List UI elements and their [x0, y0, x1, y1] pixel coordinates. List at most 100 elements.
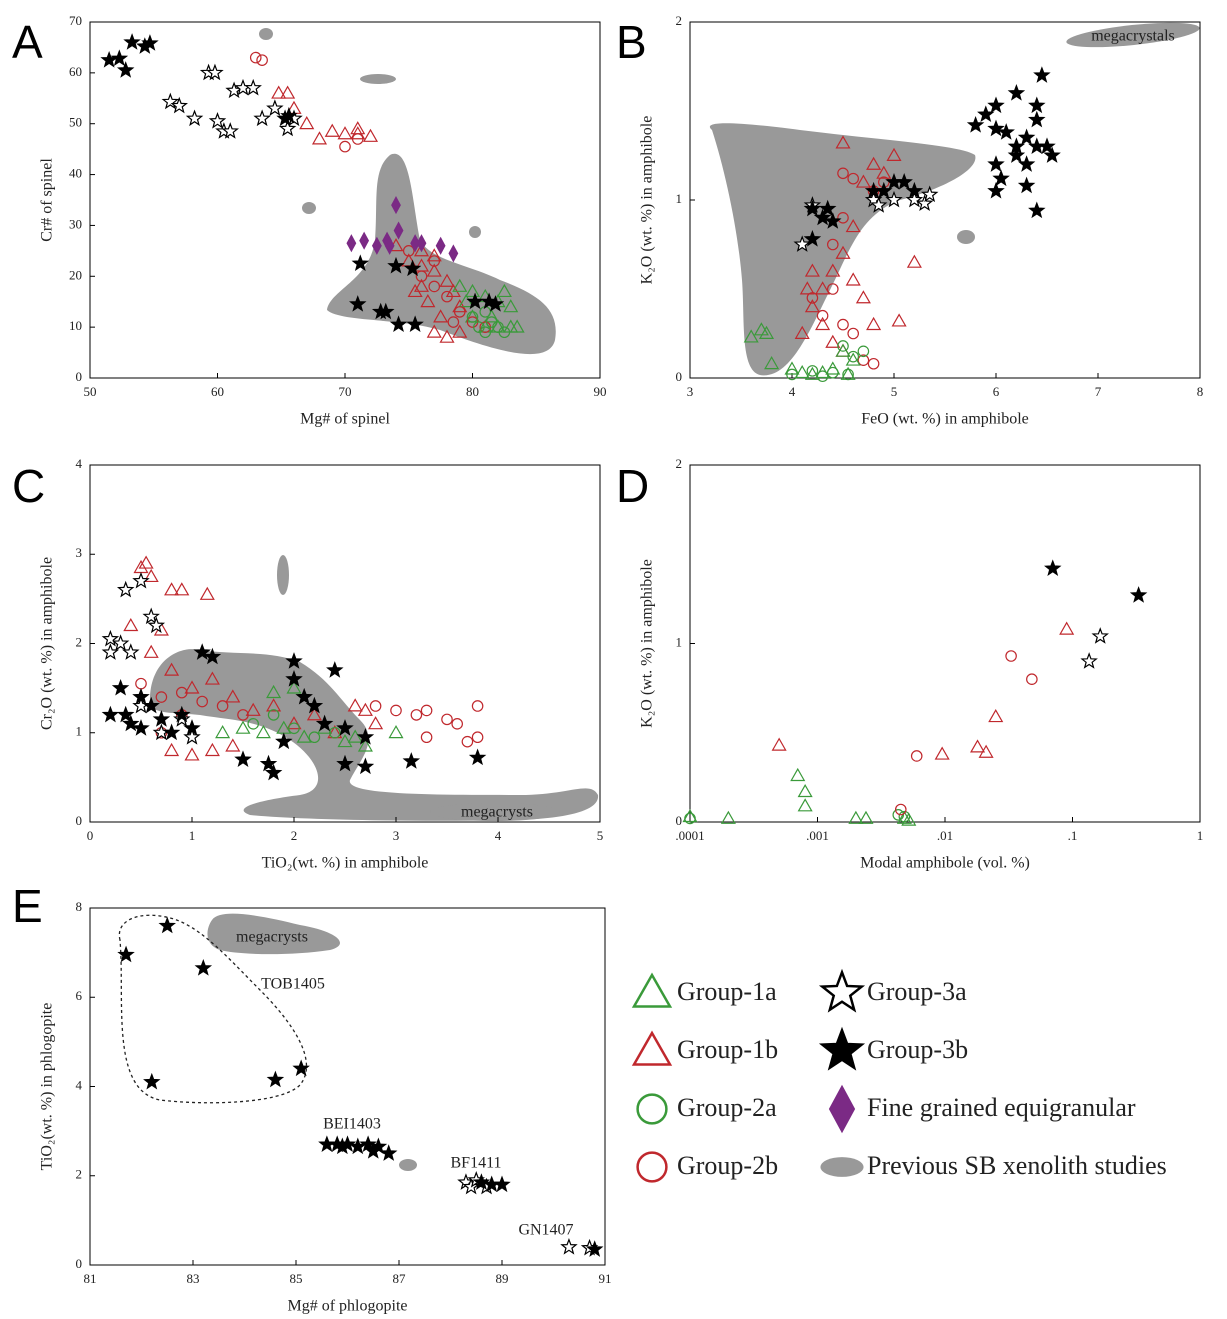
y-tick-label: 2: [76, 634, 83, 649]
point: [406, 315, 424, 333]
point: [1007, 146, 1026, 163]
point: [116, 580, 135, 598]
point: [987, 155, 1005, 172]
point: [184, 680, 200, 694]
point: [237, 709, 249, 721]
point: [377, 302, 395, 320]
point: [462, 1177, 480, 1195]
x-tick-label: 83: [187, 1271, 200, 1286]
point: [987, 119, 1005, 137]
point: [110, 49, 129, 67]
point: [1044, 559, 1062, 576]
point: [472, 1173, 491, 1190]
previous-studies-region: [469, 226, 481, 238]
point: [1043, 146, 1061, 163]
y-axis-label: TiO₂(wt. %) in phlogopite: [39, 1003, 56, 1171]
y-tick-label: 2: [676, 456, 683, 471]
point: [132, 719, 150, 736]
previous-studies-region: [259, 28, 273, 40]
point: [245, 702, 261, 716]
point: [804, 366, 820, 380]
point: [170, 96, 188, 114]
point: [155, 691, 168, 703]
point: [249, 51, 262, 64]
point: [123, 33, 141, 50]
point: [369, 700, 382, 712]
point: [826, 283, 839, 295]
point: [799, 281, 815, 295]
plot-frame: [689, 464, 1201, 823]
point: [135, 677, 147, 690]
point: [286, 680, 302, 694]
megacryst-region: [1066, 22, 1200, 48]
point: [413, 278, 430, 292]
point: [346, 234, 357, 253]
point: [387, 256, 405, 274]
point: [806, 292, 819, 304]
x-tick-label: 90: [594, 384, 607, 399]
y-tick-label: 0: [676, 369, 683, 384]
point: [847, 327, 859, 340]
point: [101, 629, 120, 647]
y-tick-label: 1: [676, 191, 683, 206]
point: [464, 283, 481, 298]
point: [842, 368, 854, 381]
point: [337, 126, 353, 140]
point: [848, 810, 864, 824]
point: [426, 324, 442, 338]
y-tick-label: 0: [76, 813, 83, 828]
x-tick-label: 4: [789, 384, 796, 399]
point: [152, 710, 171, 727]
point: [368, 716, 384, 730]
y-tick-label: 30: [69, 216, 82, 231]
point: [682, 808, 698, 823]
point: [855, 174, 871, 188]
point: [743, 329, 759, 343]
x-tick-label: 1: [189, 828, 196, 843]
point: [503, 299, 519, 313]
point: [837, 212, 849, 224]
point: [204, 742, 220, 757]
point: [275, 732, 293, 750]
point: [158, 916, 176, 934]
point: [357, 738, 373, 752]
legend-marker: [828, 1084, 856, 1134]
point: [1028, 201, 1046, 219]
panel-letter: C: [12, 460, 45, 512]
y-axis-label: K₂O (wt. %) in amphibole: [639, 559, 656, 728]
point: [496, 283, 512, 298]
point: [1017, 128, 1036, 146]
point: [845, 218, 861, 233]
legend-marker: [818, 968, 866, 1013]
x-tick-label: 70: [339, 384, 352, 399]
point: [835, 135, 851, 149]
point: [988, 708, 1004, 723]
point: [987, 96, 1005, 114]
x-tick-label: 5: [597, 828, 604, 843]
point: [305, 696, 324, 714]
point: [1005, 650, 1017, 662]
x-tick-label: 89: [496, 1271, 509, 1286]
panel-letter: D: [616, 460, 649, 512]
point: [333, 1137, 352, 1155]
point: [326, 661, 344, 678]
point: [306, 707, 322, 721]
point: [1038, 137, 1056, 155]
x-tick-label: .1: [1068, 828, 1078, 843]
point: [311, 131, 328, 145]
point: [132, 571, 150, 589]
point: [225, 738, 241, 752]
point: [271, 85, 287, 99]
point: [895, 173, 913, 190]
point: [196, 695, 208, 708]
point: [1028, 96, 1046, 114]
point: [221, 122, 239, 139]
x-tick-label: .001: [806, 828, 829, 843]
point: [255, 725, 271, 739]
plot-frame: [89, 907, 606, 1266]
x-tick-label: 7: [1095, 384, 1102, 399]
point: [194, 959, 213, 976]
point: [837, 167, 849, 180]
point: [143, 1072, 161, 1090]
legend-label: Group-2a: [677, 1093, 777, 1122]
